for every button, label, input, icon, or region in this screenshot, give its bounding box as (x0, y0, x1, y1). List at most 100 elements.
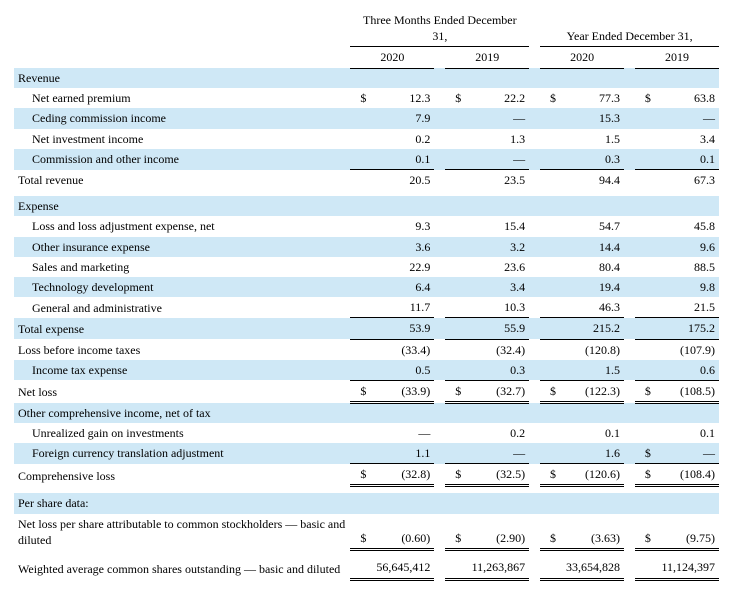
cell: 9.3 (370, 216, 434, 236)
cell: — (465, 108, 529, 128)
cell: (9.75) (655, 514, 719, 550)
cell: (0.60) (370, 514, 434, 550)
cell-sym: $ (540, 464, 560, 486)
cell: (2.90) (465, 514, 529, 550)
cell: 11,263,867 (465, 557, 529, 579)
cell-sym: $ (635, 88, 655, 108)
cell-sym: $ (350, 88, 370, 108)
label: Net loss (14, 380, 350, 402)
cell: — (370, 423, 434, 443)
cell: 10.3 (465, 297, 529, 318)
cell: 1.5 (560, 360, 624, 381)
cell: 55.9 (465, 318, 529, 339)
cell: 0.1 (560, 423, 624, 443)
row-fx: Foreign currency translation adjustment … (14, 443, 719, 464)
row-loss-before-tax: Loss before income taxes (33.4) (32.4) (… (14, 339, 719, 360)
cell: 3.4 (655, 129, 719, 149)
hdr-q2019: 2019 (445, 47, 529, 68)
cell: 33,654,828 (560, 557, 624, 579)
label: Loss before income taxes (14, 339, 350, 360)
label: Expense (14, 196, 350, 216)
label: Income tax expense (14, 360, 350, 381)
cell: 3.6 (370, 237, 434, 257)
cell: 12.3 (370, 88, 434, 108)
cell: 6.4 (370, 277, 434, 297)
row-income-tax: Income tax expense 0.5 0.3 1.5 0.6 (14, 360, 719, 381)
row-total-expense: Total expense 53.9 55.9 215.2 175.2 (14, 318, 719, 339)
cell: 56,645,412 (370, 557, 434, 579)
cell: (120.8) (560, 339, 624, 360)
cell: 22.9 (370, 257, 434, 277)
cell: 21.5 (655, 297, 719, 318)
label: Other comprehensive income, net of tax (14, 403, 350, 423)
header-row-periods: Three Months Ended December 31, Year End… (14, 10, 719, 47)
label: Ceding commission income (14, 108, 350, 128)
cell: 20.5 (370, 170, 434, 191)
cell: 1.6 (560, 443, 624, 464)
period2-header: Year Ended December 31, (540, 10, 719, 47)
row-expense-header: Expense (14, 196, 719, 216)
row-sales-mkt: Sales and marketing 22.9 23.6 80.4 88.5 (14, 257, 719, 277)
label-revenue: Revenue (14, 68, 350, 88)
cell-sym: $ (445, 88, 465, 108)
label: Technology development (14, 277, 350, 297)
cell-sym: $ (350, 380, 370, 402)
cell: 0.1 (655, 423, 719, 443)
cell-sym: $ (540, 88, 560, 108)
header-row-years: 2020 2019 2020 2019 (14, 47, 719, 68)
label: Foreign currency translation adjustment (14, 443, 350, 464)
label: Comprehensive loss (14, 464, 350, 486)
cell-sym: $ (635, 380, 655, 402)
cell: — (655, 108, 719, 128)
cell: (33.9) (370, 380, 434, 402)
cell: (32.5) (465, 464, 529, 486)
label: Other insurance expense (14, 237, 350, 257)
cell: 215.2 (560, 318, 624, 339)
row-nlps: Net loss per share attributable to commo… (14, 514, 719, 550)
income-statement-table: Three Months Ended December 31, Year End… (14, 10, 719, 581)
cell: 9.6 (655, 237, 719, 257)
cell: 0.1 (655, 149, 719, 170)
cell: — (655, 443, 719, 464)
cell: 14.4 (560, 237, 624, 257)
cell: 94.4 (560, 170, 624, 191)
cell: (32.8) (370, 464, 434, 486)
row-unrealized: Unrealized gain on investments — 0.2 0.1… (14, 423, 719, 443)
row-loss-adj: Loss and loss adjustment expense, net 9.… (14, 216, 719, 236)
cell: 1.3 (465, 129, 529, 149)
cell: 7.9 (370, 108, 434, 128)
row-oci-header: Other comprehensive income, net of tax (14, 403, 719, 423)
cell: 0.2 (370, 129, 434, 149)
cell: 46.3 (560, 297, 624, 318)
cell: 1.1 (370, 443, 434, 464)
label: Total revenue (14, 170, 350, 191)
cell: 11,124,397 (655, 557, 719, 579)
row-net-earned-premium: Net earned premium $12.3 $22.2 $77.3 $63… (14, 88, 719, 108)
cell: 45.8 (655, 216, 719, 236)
cell: 0.6 (655, 360, 719, 381)
cell: 0.5 (370, 360, 434, 381)
row-wacso: Weighted average common shares outstandi… (14, 557, 719, 579)
cell: (3.63) (560, 514, 624, 550)
cell: 77.3 (560, 88, 624, 108)
label: Commission and other income (14, 149, 350, 170)
cell: (108.4) (655, 464, 719, 486)
cell: 53.9 (370, 318, 434, 339)
cell-sym: $ (350, 514, 370, 550)
cell: 0.3 (465, 360, 529, 381)
cell: 19.4 (560, 277, 624, 297)
cell: 22.2 (465, 88, 529, 108)
label: General and administrative (14, 297, 350, 318)
label: Per share data: (14, 493, 350, 513)
cell: — (465, 149, 529, 170)
label: Weighted average common shares outstandi… (14, 557, 350, 579)
label: Net investment income (14, 129, 350, 149)
row-net-loss: Net loss $(33.9) $(32.7) $(122.3) $(108.… (14, 380, 719, 402)
cell: 0.3 (560, 149, 624, 170)
cell: 15.3 (560, 108, 624, 128)
cell-sym: $ (445, 464, 465, 486)
row-total-revenue: Total revenue 20.5 23.5 94.4 67.3 (14, 170, 719, 191)
cell-sym: $ (635, 514, 655, 550)
cell: 11.7 (370, 297, 434, 318)
hdr-q2020: 2020 (350, 47, 434, 68)
